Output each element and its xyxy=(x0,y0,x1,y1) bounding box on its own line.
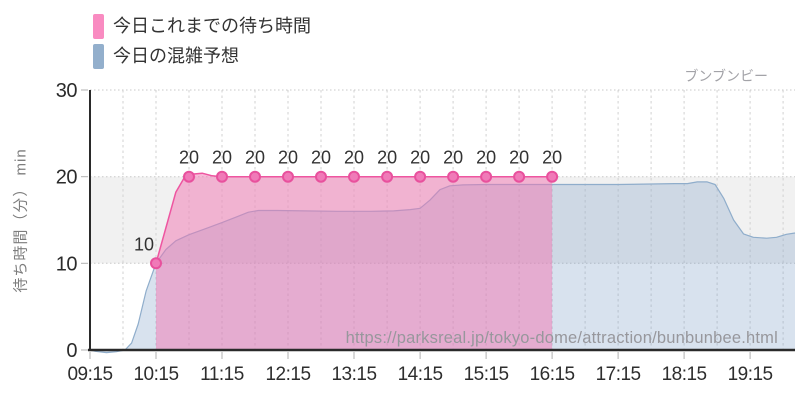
attraction-name: ブンブンビー xyxy=(684,68,768,84)
legend-label-today-wait: 今日これまでの待ち時間 xyxy=(113,16,311,36)
y-tick-label: 30 xyxy=(56,80,78,102)
wait-data-point[interactable] xyxy=(282,170,294,183)
wait-data-label: 20 xyxy=(311,148,331,168)
x-tick-label: 11:15 xyxy=(200,364,244,385)
wait-data-point[interactable] xyxy=(381,170,394,183)
x-tick-label: 15:15 xyxy=(464,364,509,385)
wait-data-label: 20 xyxy=(278,148,298,168)
x-tick-label: 12:15 xyxy=(265,364,310,385)
x-tick-label: 19:15 xyxy=(728,364,773,385)
wait-data-label: 20 xyxy=(476,148,496,168)
wait-data-point[interactable] xyxy=(480,170,493,183)
wait-data-label: 20 xyxy=(542,148,562,168)
wait-data-label: 20 xyxy=(443,148,463,168)
legend-item-forecast: 今日の混雑予想 xyxy=(93,43,311,70)
wait-data-label: 20 xyxy=(245,148,265,168)
y-tick-label: 20 xyxy=(56,167,78,189)
x-tick-label: 10:15 xyxy=(133,364,178,385)
wait-data-label: 20 xyxy=(509,148,529,168)
x-tick-label: 16:15 xyxy=(530,364,575,385)
wait-data-point[interactable] xyxy=(216,170,228,183)
legend-item-today-wait: 今日これまでの待ち時間 xyxy=(93,13,311,40)
wait-data-label: 20 xyxy=(377,148,397,168)
wait-data-label: 20 xyxy=(344,148,364,168)
wait-data-point[interactable] xyxy=(513,170,526,183)
wait-data-label: 20 xyxy=(410,148,430,168)
y-axis-title: 待ち時間（分） min xyxy=(12,148,30,293)
wait-data-label: 20 xyxy=(179,148,199,168)
x-tick-label: 14:15 xyxy=(398,364,443,385)
wait-data-point[interactable] xyxy=(546,170,559,183)
x-tick-label: 09:15 xyxy=(67,364,112,385)
watermark-url: https://parksreal.jp/tokyo-dome/attracti… xyxy=(345,329,778,347)
wait-data-point[interactable] xyxy=(414,170,427,183)
wait-data-point[interactable] xyxy=(249,170,261,183)
legend: 今日これまでの待ち時間 今日の混雑予想 xyxy=(93,13,311,73)
wait-area xyxy=(156,173,553,350)
x-tick-label: 18:15 xyxy=(662,364,707,385)
x-tick-label: 17:15 xyxy=(596,364,641,385)
legend-swatch-pink xyxy=(93,14,104,39)
y-tick-label: 0 xyxy=(66,340,77,362)
legend-swatch-blue xyxy=(93,44,104,69)
wait-data-point[interactable] xyxy=(183,170,195,183)
legend-label-forecast: 今日の混雑予想 xyxy=(113,46,239,66)
wait-data-label: 10 xyxy=(134,234,154,254)
wait-data-point[interactable] xyxy=(348,170,360,183)
wait-data-point[interactable] xyxy=(447,170,460,183)
wait-data-point[interactable] xyxy=(315,170,327,183)
wait-data-point[interactable] xyxy=(150,257,162,270)
y-tick-label: 10 xyxy=(56,253,78,275)
wait-data-label: 20 xyxy=(212,148,232,168)
x-tick-label: 13:15 xyxy=(331,364,376,385)
